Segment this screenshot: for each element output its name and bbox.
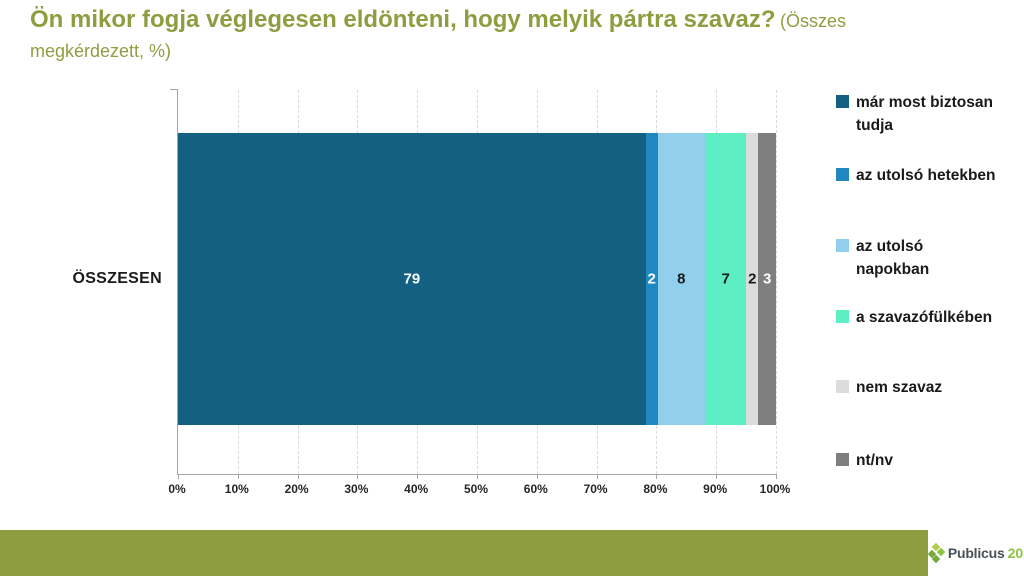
x-tick-mark <box>417 474 419 479</box>
bar-segment-value: 2 <box>647 270 656 288</box>
x-tick-mark <box>776 474 777 479</box>
bar-segment-5: 2 <box>746 133 759 425</box>
legend-label: nt/nv <box>856 452 894 469</box>
bar-segment-2: 2 <box>645 133 658 425</box>
legend-item-4: a szavazófülkében <box>836 306 992 329</box>
bar-segment-value: 79 <box>403 270 421 288</box>
x-tick-label: 70% <box>583 482 608 496</box>
bar-segment-1: 79 <box>178 133 646 425</box>
legend-swatch <box>836 168 849 181</box>
x-tick-mark <box>297 474 299 479</box>
x-tick-label: 60% <box>523 482 548 496</box>
category-label: ÖSSZESEN <box>72 270 162 287</box>
legend-label: az utolsó hetekben <box>856 167 996 184</box>
x-tick-mark <box>536 474 538 479</box>
legend-item-2: az utolsó hetekben <box>836 164 996 187</box>
legend-label: a szavazófülkében <box>856 309 993 326</box>
x-tick-mark <box>357 474 359 479</box>
bar-segment-value: 3 <box>762 270 772 288</box>
legend-label: az utolsó napokban <box>856 238 930 278</box>
x-tick-label: 10% <box>224 482 249 496</box>
x-tick-label: 20% <box>284 482 309 496</box>
stacked-bar: 79 2 8 7 2 3 <box>178 133 777 425</box>
x-tick-mark <box>178 474 179 479</box>
legend-swatch <box>836 239 849 252</box>
legend-item-3: az utolsó napokban <box>836 235 929 281</box>
x-tick-label: 80% <box>643 482 668 496</box>
x-axis-labels: 0% 10% 20% 30% 40% 50% 60% 70% 80% 90% 100% <box>168 482 790 500</box>
legend-label: nem szavaz <box>856 379 943 396</box>
x-tick-label: 100% <box>759 482 791 496</box>
x-tick-mark <box>596 474 598 479</box>
legend-item-5: nem szavaz <box>836 376 942 399</box>
bar-segment-value: 2 <box>748 270 757 288</box>
legend-swatch <box>836 95 849 108</box>
legend-label: már most biztosan tudja <box>856 94 993 134</box>
footer-bar: Publicus 20 <box>0 530 1024 576</box>
legend-swatch <box>836 453 849 466</box>
x-tick-mark <box>656 474 658 479</box>
bar-segment-6: 3 <box>758 133 777 425</box>
x-tick-label: 90% <box>703 482 728 496</box>
page-title: Ön mikor fogja véglegesen eldönteni, hog… <box>30 6 980 67</box>
brand-number: 20 <box>1007 545 1024 561</box>
x-tick-mark <box>477 474 478 479</box>
legend-swatch <box>836 310 849 323</box>
legend-swatch <box>836 380 849 393</box>
brand-name: Publicus <box>947 545 1005 561</box>
x-tick-label: 50% <box>463 482 489 496</box>
x-tick-label: 30% <box>344 482 369 496</box>
publicus-diamonds-icon <box>927 542 946 563</box>
bar-segment-3: 8 <box>657 133 705 425</box>
legend-item-6: nt/nv <box>836 449 893 472</box>
gridline <box>776 90 777 474</box>
plot-area: 79 2 8 7 2 3 <box>170 89 777 479</box>
bar-segment-value: 7 <box>721 270 730 288</box>
title-question: Ön mikor fogja véglegesen eldönteni, hog… <box>30 6 776 33</box>
x-tick-mark <box>716 474 718 479</box>
bar-segment-value: 8 <box>677 270 686 288</box>
category-axis-tick <box>170 89 178 90</box>
bar-segment-4: 7 <box>704 133 747 425</box>
x-tick-label: 0% <box>168 482 186 496</box>
title-note-line1: (Összes <box>780 11 847 31</box>
x-tick-label: 40% <box>404 482 429 496</box>
legend: már most biztosan tudja az utolsó hetekben… <box>836 0 1022 530</box>
title-note-line2: megkérdezett, %) <box>30 41 172 61</box>
publicus-logo: Publicus 20 <box>927 530 1024 576</box>
legend-item-1: már most biztosan tudja <box>836 91 993 137</box>
x-tick-mark <box>237 474 239 479</box>
